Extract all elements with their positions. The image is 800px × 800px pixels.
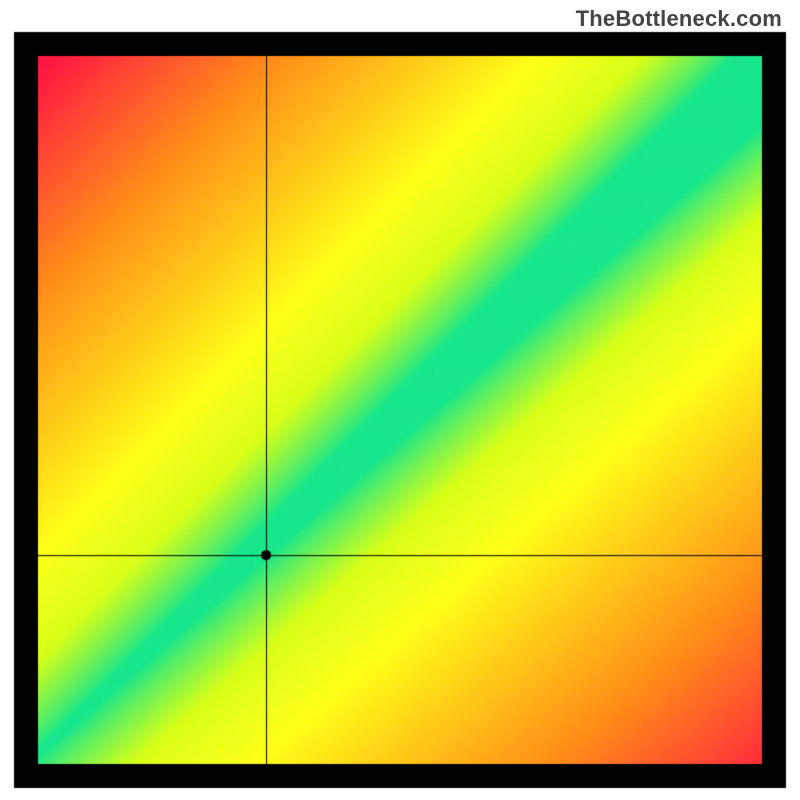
bottleneck-heatmap <box>0 0 800 800</box>
watermark-text: TheBottleneck.com <box>576 6 782 32</box>
bottleneck-chart-container: TheBottleneck.com <box>0 0 800 800</box>
